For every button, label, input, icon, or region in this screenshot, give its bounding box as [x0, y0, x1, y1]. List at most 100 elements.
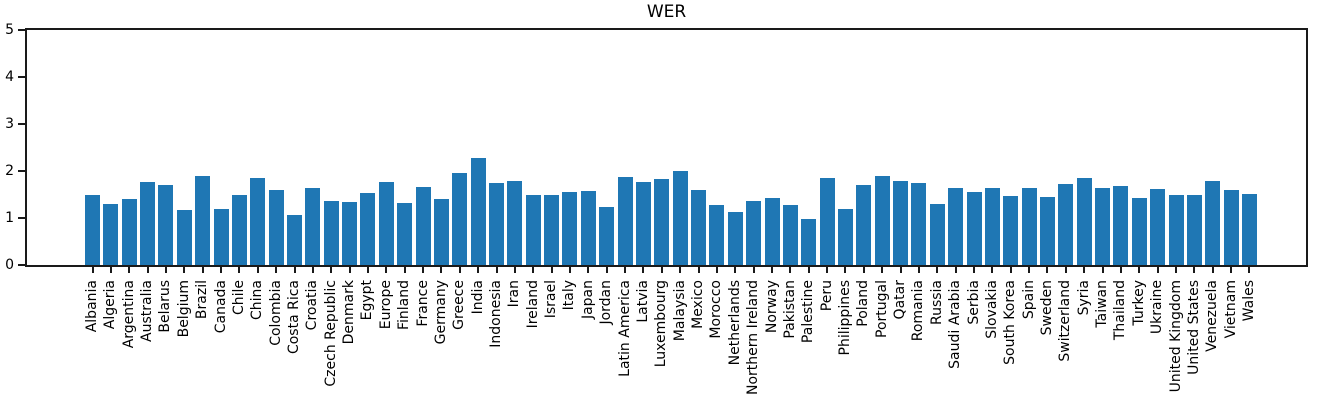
bar-europe [378, 181, 394, 265]
x-tick [1101, 267, 1104, 273]
bar-belarus [158, 185, 174, 265]
bar-canada [213, 208, 229, 265]
bar-wales [1241, 193, 1257, 265]
x-tick [568, 267, 571, 273]
bar-pakistan [782, 205, 798, 265]
x-tick [385, 267, 388, 273]
bar-croatia [305, 188, 321, 265]
bar-latvia [635, 182, 651, 265]
bar-italy [562, 192, 578, 265]
y-tick-label: 5 [5, 22, 14, 38]
bar-india [470, 157, 486, 265]
x-tick [1156, 267, 1159, 273]
bar-indonesia [489, 183, 505, 265]
bar-romania [911, 183, 927, 265]
x-tick [201, 267, 204, 273]
bar-egypt [360, 193, 376, 265]
bar-latin-america [617, 176, 633, 265]
bar-switzerland [1058, 183, 1074, 265]
x-tick [826, 267, 829, 273]
bar-netherlands [727, 211, 743, 265]
bar-syria [1076, 177, 1092, 265]
x-tick [1119, 267, 1122, 273]
bar-slovakia [984, 188, 1000, 265]
bar-turkey [1131, 197, 1147, 265]
chart-title: WER [646, 2, 687, 22]
bar-spain [1021, 188, 1037, 265]
x-tick [881, 267, 884, 273]
x-tick [789, 267, 792, 273]
y-tick-label: 0 [5, 257, 14, 273]
x-tick [146, 267, 149, 273]
x-tick [734, 267, 737, 273]
bar-united-states [1186, 194, 1202, 265]
x-tick [128, 267, 131, 273]
bar-taiwan [1095, 188, 1111, 265]
bar-venezuela [1205, 181, 1221, 265]
x-tick [1193, 267, 1196, 273]
x-tick [844, 267, 847, 273]
bar-belgium [176, 210, 192, 265]
x-tick [899, 267, 902, 273]
bar-luxembourg [654, 178, 670, 265]
bar-colombia [268, 189, 284, 265]
x-tick [752, 267, 755, 273]
x-tick [238, 267, 241, 273]
x-tick [311, 267, 314, 273]
x-tick [256, 267, 259, 273]
x-tick [220, 267, 223, 273]
x-tick [715, 267, 718, 273]
bar-ireland [525, 194, 541, 265]
y-tick [18, 123, 25, 125]
x-tick [660, 267, 663, 273]
bar-algeria [103, 203, 119, 265]
x-tick [513, 267, 516, 273]
x-tick [1248, 267, 1251, 273]
bar-finland [397, 202, 413, 265]
x-tick [862, 267, 865, 273]
x-tick [1009, 267, 1012, 273]
x-tick [275, 267, 278, 273]
x-tick [164, 267, 167, 273]
x-tick [991, 267, 994, 273]
x-tick [1230, 267, 1233, 273]
x-tick [954, 267, 957, 273]
bar-united-kingdom [1168, 194, 1184, 265]
bar-malaysia [672, 171, 688, 265]
x-tick [532, 267, 535, 273]
bar-thailand [1113, 186, 1129, 265]
bar-israel [544, 194, 560, 265]
bar-czech-republic [323, 200, 339, 265]
x-tick [973, 267, 976, 273]
bar-poland [856, 185, 872, 265]
bar-brazil [195, 176, 211, 265]
x-tick [697, 267, 700, 273]
y-tick-label: 1 [5, 210, 14, 226]
x-tick [458, 267, 461, 273]
x-tick [1211, 267, 1214, 273]
y-tick-label: 2 [5, 163, 14, 179]
bar-south-korea [1003, 196, 1019, 265]
bar-norway [764, 197, 780, 265]
bar-china [250, 177, 266, 265]
x-tick [917, 267, 920, 273]
y-tick-label: 3 [5, 116, 14, 132]
bar-chile [231, 194, 247, 265]
x-tick [183, 267, 186, 273]
x-tick [771, 267, 773, 273]
bar-albania [85, 195, 100, 265]
x-tick [91, 267, 94, 273]
x-tick-label: Wales [1240, 280, 1257, 322]
x-tick [422, 267, 425, 273]
bar-qatar [893, 181, 909, 265]
bar-philippines [837, 208, 853, 265]
bar-iran [507, 181, 523, 265]
x-tick [348, 267, 351, 273]
x-tick [642, 267, 645, 273]
bar-vietnam [1223, 190, 1239, 265]
bar-sweden [1039, 197, 1055, 265]
bar-portugal [874, 175, 890, 265]
bar-jordan [599, 207, 615, 265]
x-tick [330, 267, 333, 273]
